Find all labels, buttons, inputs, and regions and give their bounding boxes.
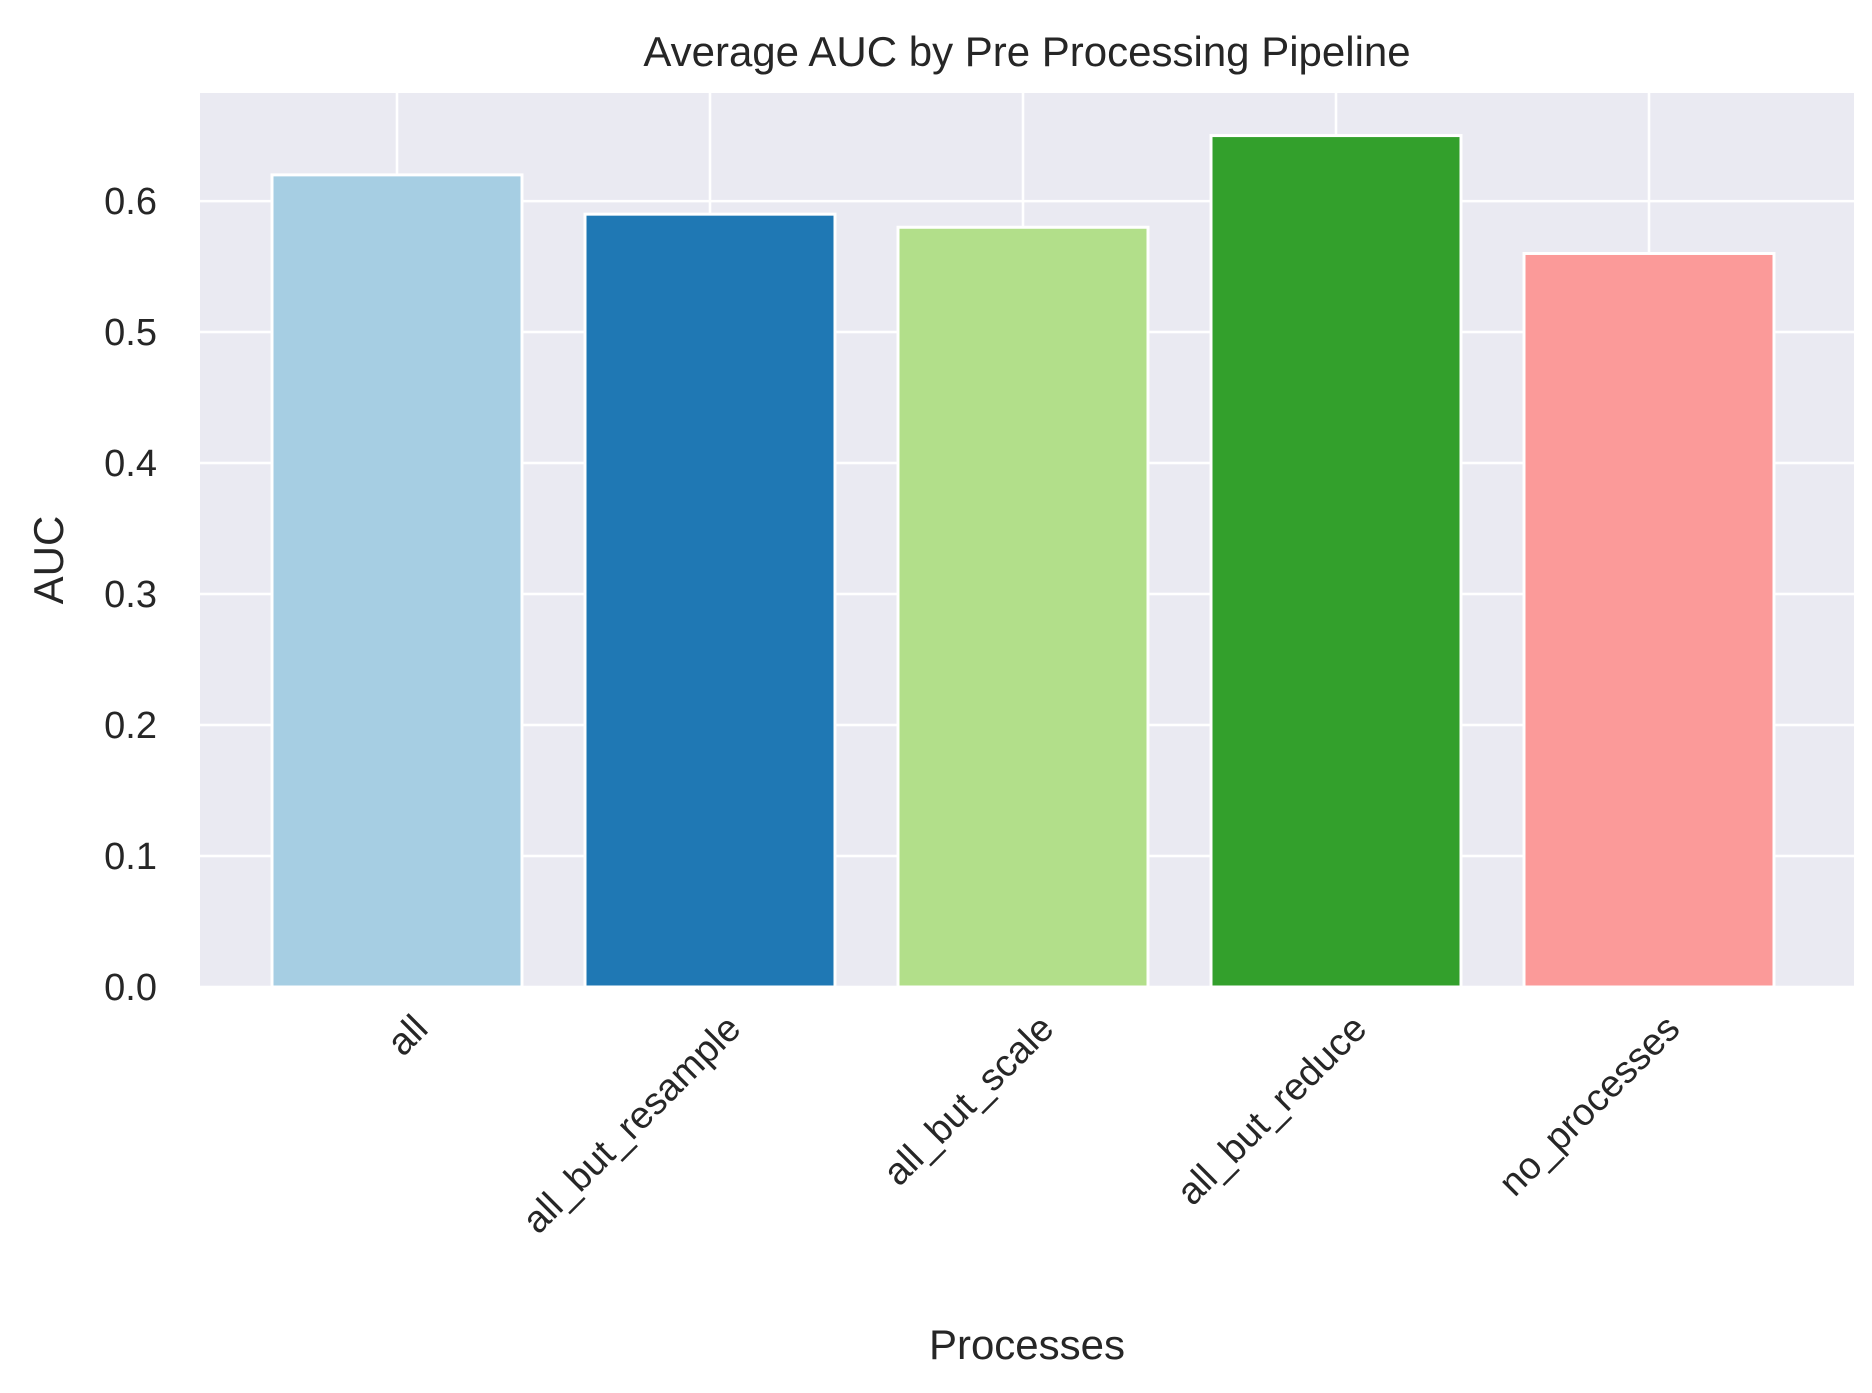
chart-title: Average AUC by Pre Processing Pipeline — [643, 28, 1410, 75]
x-tick-label: all — [380, 1007, 437, 1064]
y-tick-label: 0.2 — [104, 705, 157, 747]
y-tick-label: 0.3 — [104, 574, 157, 616]
bar-all — [270, 173, 524, 989]
y-tick-labels: 0.0 0.1 0.2 0.3 0.4 0.5 0.6 — [104, 181, 157, 1009]
x-axis-label: Processes — [929, 1321, 1125, 1368]
bar-all-but-scale — [896, 225, 1150, 989]
y-axis-label: AUC — [25, 516, 72, 605]
bar-no-processes — [1522, 251, 1776, 989]
bar-all-but-reduce — [1209, 134, 1463, 989]
x-tick-label: all_but_scale — [876, 1007, 1063, 1194]
y-tick-label: 0.4 — [104, 443, 157, 485]
bar-all-but-resample — [583, 212, 837, 989]
y-tick-label: 0.1 — [104, 836, 157, 878]
y-tick-label: 0.6 — [104, 181, 157, 223]
y-tick-label: 0.5 — [104, 312, 157, 354]
bars — [270, 134, 1776, 989]
y-tick-label: 0.0 — [104, 967, 157, 1009]
x-tick-label: all_but_resample — [515, 1007, 749, 1241]
x-tick-label: no_processes — [1491, 1007, 1688, 1204]
x-tick-label: all_but_reduce — [1169, 1007, 1375, 1213]
x-tick-labels: all all_but_resample all_but_scale all_but_… — [380, 1007, 1689, 1241]
